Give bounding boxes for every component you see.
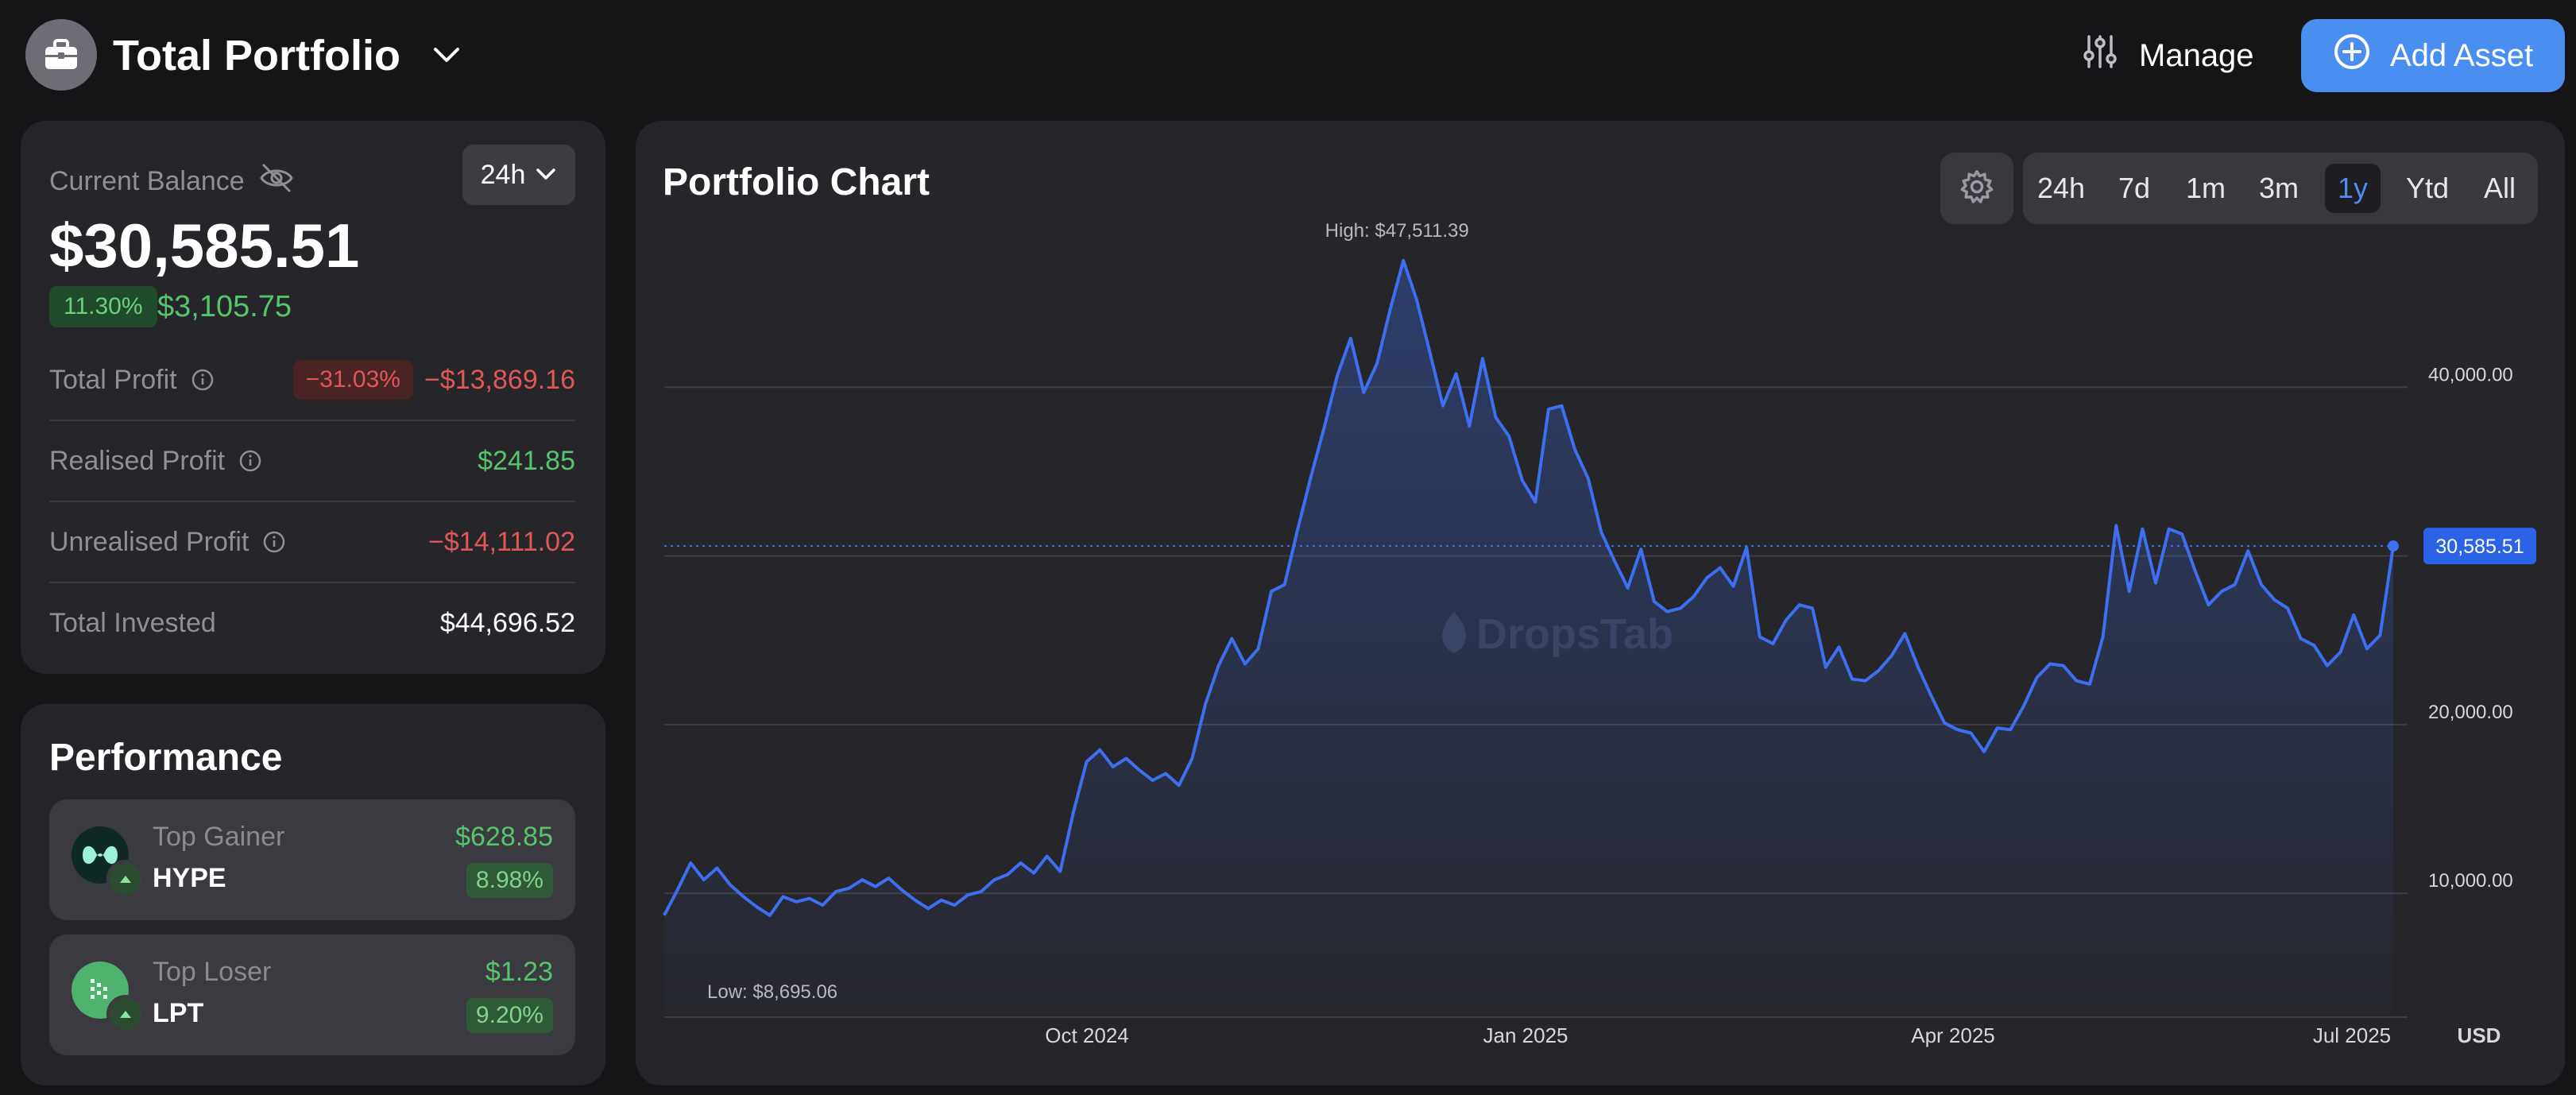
range-1y-button[interactable]: 1y <box>2325 164 2381 213</box>
range-24h-button[interactable]: 24h <box>2036 172 2086 204</box>
current-value-marker <box>2388 540 2399 552</box>
realised-profit-value: $241.85 <box>478 445 575 476</box>
realised-profit-row: Realised Profit $241.85 <box>49 421 575 502</box>
range-1m-button[interactable]: 1m <box>2185 172 2226 204</box>
total-profit-row: Total Profit −31.03% −$13,869.16 <box>49 340 575 421</box>
sliders-icon <box>2082 33 2118 78</box>
chart-area-fill <box>664 260 2393 1014</box>
chart-title: Portfolio Chart <box>663 161 930 203</box>
chevron-down-icon[interactable] <box>431 41 462 74</box>
low-annotation: Low: $8,695.06 <box>707 981 837 1003</box>
current-value-tag <box>2423 528 2536 565</box>
performance-card: Performance Top Gainer HYPE $628.85 8.98… <box>21 704 605 1085</box>
x-tick-label: Apr 2025 <box>1911 1023 1995 1047</box>
realised-profit-label: Realised Profit <box>49 445 226 476</box>
period-select-value: 24h <box>480 159 526 190</box>
portfolio-area-chart[interactable]: DropsTab 10,000.0020,000.0040,000.0030,5… <box>636 121 2565 1085</box>
balance-card: Current Balance 24h $30,585.51 11.30% $3… <box>21 121 605 674</box>
high-annotation: High: $47,511.39 <box>1325 220 1469 242</box>
page-title[interactable]: Total Portfolio <box>113 32 400 79</box>
range-7d-button[interactable]: 7d <box>2118 172 2151 204</box>
balance-change-value: $3,105.75 <box>157 289 292 323</box>
top-loser-label: Top Loser <box>153 957 272 987</box>
total-invested-label: Total Invested <box>49 607 216 638</box>
info-icon[interactable] <box>190 367 215 393</box>
total-invested-value: $44,696.52 <box>439 607 575 638</box>
chevron-down-icon <box>535 160 557 191</box>
top-gainer-amount: $628.85 <box>455 822 553 852</box>
y-tick-label: 40,000.00 <box>2428 364 2513 385</box>
briefcase-icon <box>25 19 97 91</box>
top-loser-pct-badge: 9.20% <box>466 998 553 1033</box>
eye-off-icon[interactable] <box>259 162 294 201</box>
time-range-group: 24h 7d 1m 3m 1y Ytd All <box>2023 153 2538 224</box>
total-profit-pct-badge: −31.03% <box>292 360 413 400</box>
chart-series-line <box>663 258 2395 917</box>
currency-unit-label: USD <box>2458 1023 2501 1047</box>
manage-label: Manage <box>2139 37 2254 73</box>
add-asset-label: Add Asset <box>2389 37 2534 73</box>
range-3m-button[interactable]: 3m <box>2258 172 2299 204</box>
x-tick-label: Jan 2025 <box>1483 1023 1568 1047</box>
range-ytd-button[interactable]: Ytd <box>2405 172 2450 204</box>
y-tick-label: 10,000.00 <box>2428 870 2513 892</box>
current-balance-label: Current Balance <box>49 166 245 196</box>
period-select[interactable]: 24h <box>462 145 575 205</box>
info-icon[interactable] <box>261 529 287 555</box>
info-icon[interactable] <box>238 448 263 474</box>
current-value-label: 30,585.51 <box>2435 536 2524 558</box>
total-profit-label: Total Profit <box>49 364 177 395</box>
y-tick-label: 20,000.00 <box>2428 702 2513 723</box>
unrealised-profit-label: Unrealised Profit <box>49 526 249 557</box>
plus-circle-icon <box>2333 33 2371 79</box>
portfolio-chart-card: Portfolio Chart 24h 7d 1m 3m 1y Ytd All <box>636 121 2565 1085</box>
add-asset-button[interactable]: Add Asset <box>2301 19 2565 92</box>
up-arrow-icon <box>106 860 145 898</box>
top-gainer-pct-badge: 8.98% <box>466 863 553 898</box>
up-arrow-icon <box>106 995 145 1033</box>
unrealised-profit-row: Unrealised Profit −$14,111.02 <box>49 502 575 583</box>
unrealised-profit-value: −$14,111.02 <box>428 526 575 557</box>
top-loser-amount: $1.23 <box>485 957 553 987</box>
top-gainer-item[interactable]: Top Gainer HYPE $628.85 8.98% <box>49 799 575 920</box>
manage-button[interactable]: Manage <box>2082 29 2254 83</box>
current-balance-value: $30,585.51 <box>49 211 360 281</box>
top-gainer-label: Top Gainer <box>153 822 285 852</box>
balance-change-pct-badge: 11.30% <box>49 286 157 327</box>
total-invested-row: Total Invested $44,696.52 <box>49 583 575 663</box>
x-tick-label: Oct 2024 <box>1045 1023 1129 1047</box>
chart-settings-button[interactable] <box>1940 153 2013 224</box>
top-loser-item[interactable]: Top Loser LPT $1.23 9.20% <box>49 934 575 1055</box>
gear-icon <box>1958 168 1996 210</box>
top-loser-symbol: LPT <box>153 998 204 1028</box>
x-tick-label: Jul 2025 <box>2313 1023 2391 1047</box>
balance-label-group: Current Balance <box>49 162 294 201</box>
top-bar: Total Portfolio Manage Add Asset <box>0 0 2576 111</box>
total-profit-value: −$13,869.16 <box>424 364 575 395</box>
top-gainer-symbol: HYPE <box>153 863 226 893</box>
range-all-button[interactable]: All <box>2483 172 2516 204</box>
performance-title: Performance <box>49 737 283 779</box>
